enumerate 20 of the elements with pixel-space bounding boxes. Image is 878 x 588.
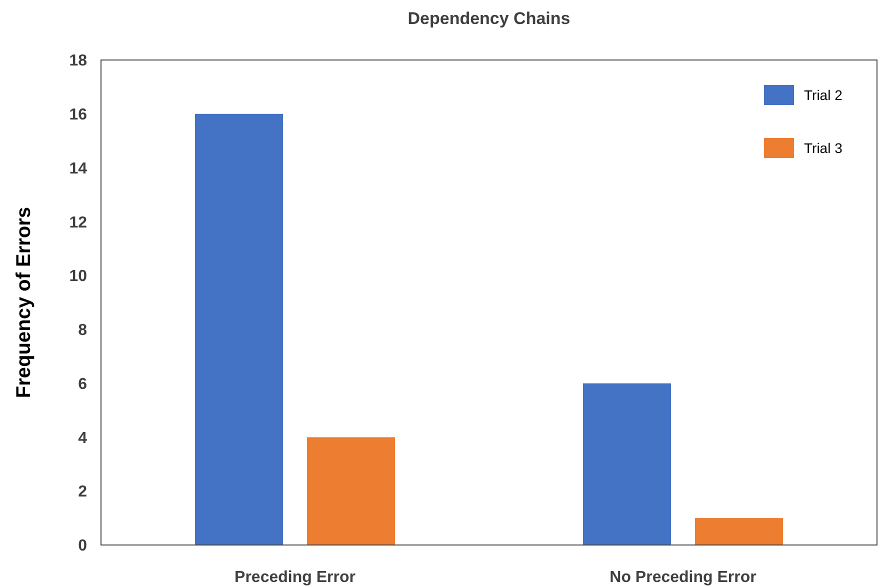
y-axis-title: Frequency of Errors [13, 206, 35, 398]
y-tick-label: 0 [78, 538, 88, 555]
bar [695, 518, 783, 545]
x-tick-label: Preceding Error [234, 569, 356, 586]
x-tick-label: No Preceding Error [610, 569, 756, 586]
y-tick-label: 8 [78, 322, 88, 340]
chart-title: Dependency Chains [408, 9, 570, 28]
legend-label: Trial 3 [804, 140, 843, 156]
legend-label: Trial 2 [804, 86, 843, 103]
y-tick-label: 18 [69, 52, 88, 70]
y-tick-label: 4 [78, 430, 88, 447]
y-tick-label: 6 [78, 376, 88, 393]
bar [195, 114, 283, 545]
y-tick-label: 10 [69, 268, 88, 286]
bar [583, 383, 671, 545]
bar [307, 437, 395, 545]
y-tick-label: 16 [69, 106, 88, 124]
y-tick-label: 14 [69, 160, 88, 178]
y-tick-label: 2 [78, 484, 88, 501]
y-tick-label: 12 [69, 214, 88, 232]
